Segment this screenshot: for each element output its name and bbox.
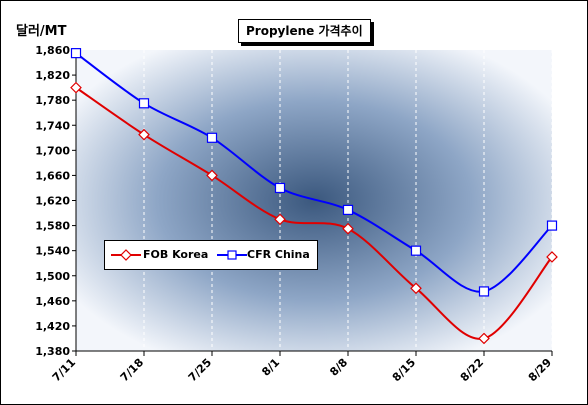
y-tick-label: 1,700 [35, 144, 70, 157]
x-tick-label: 7/11 [50, 356, 78, 384]
series [70, 48, 558, 345]
x-tick-label: 8/29 [526, 356, 554, 384]
data-point-cfr-china [410, 245, 422, 256]
legend-label-fob-korea: FOB Korea [143, 248, 209, 261]
y-tick-label: 1,660 [35, 169, 70, 182]
axes [72, 49, 553, 356]
x-tick-label: 8/22 [458, 356, 486, 384]
y-tick-label: 1,580 [35, 220, 70, 233]
y-tick-label: 1,820 [35, 69, 70, 82]
data-point-fob-korea [342, 222, 354, 235]
y-tick-label: 1,380 [35, 345, 70, 358]
x-tick-label: 7/25 [186, 356, 214, 384]
x-tick-label: 8/1 [259, 356, 282, 379]
data-point-fob-korea [478, 332, 490, 345]
data-point-cfr-china [478, 286, 490, 297]
data-point-cfr-china [342, 204, 354, 216]
data-point-fob-korea [546, 251, 558, 263]
y-tick-label: 1,740 [35, 119, 70, 132]
x-tick-label: 8/15 [390, 356, 418, 384]
y-tick-label: 1,420 [35, 320, 70, 333]
data-point-fob-korea [206, 169, 218, 182]
data-point-cfr-china [70, 48, 82, 59]
y-tick-labels: 1,860 1,820 1,780 1,740 1,700 1,660 1,620 1,580… [35, 44, 70, 358]
y-tick-label: 1,780 [35, 94, 70, 107]
data-point-fob-korea [70, 81, 82, 94]
legend: FOB Korea CFR China [104, 240, 318, 270]
chart-title: Propylene 가격추이 [238, 19, 371, 43]
data-point-cfr-china [274, 182, 286, 194]
data-point-fob-korea [410, 282, 422, 295]
legend-label-cfr-china: CFR China [247, 248, 310, 261]
y-tick-label: 1,540 [35, 245, 70, 258]
x-tick-labels: 7/11 7/18 7/25 8/1 8/8 8/15 8/22 8/29 [50, 356, 554, 384]
y-tick-label: 1,500 [35, 270, 70, 283]
x-tick-label: 8/8 [327, 356, 350, 379]
legend-swatch-cfr-china [217, 250, 247, 260]
legend-swatch-fob-korea [111, 249, 141, 261]
y-tick-label: 1,860 [35, 44, 70, 57]
data-point-cfr-china [138, 98, 150, 109]
y-axis-unit-label: 달러/MT [16, 24, 67, 39]
data-point-fob-korea [274, 213, 286, 226]
data-point-cfr-china [206, 132, 218, 143]
y-tick-label: 1,460 [35, 295, 70, 308]
data-point-fob-korea [138, 128, 150, 141]
data-point-cfr-china [546, 220, 558, 231]
grid-lines [143, 50, 553, 351]
x-tick-label: 7/18 [118, 356, 146, 384]
y-tick-label: 1,620 [35, 195, 70, 208]
